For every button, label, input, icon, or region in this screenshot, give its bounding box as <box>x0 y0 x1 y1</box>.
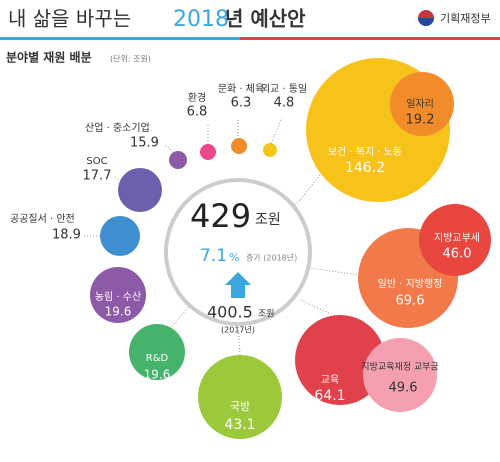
arrow <box>225 272 251 298</box>
growth: 7.1 <box>200 246 227 266</box>
bubble <box>198 355 282 439</box>
item-value: 18.9 <box>52 228 81 243</box>
previous-unit: 조원 <box>258 309 275 320</box>
item-value: 49.6 <box>389 381 418 396</box>
item-label: 공공질서 · 안전 <box>10 213 75 225</box>
item-value: 6.8 <box>187 105 208 120</box>
item-value: 46.0 <box>443 247 472 262</box>
item-label: 지방교육재정 교부금 <box>361 362 438 373</box>
item-label: 국방 <box>230 400 250 413</box>
bubble <box>200 144 216 160</box>
center-circle <box>164 178 312 326</box>
emblem <box>418 18 434 26</box>
item-value: 69.6 <box>396 294 425 309</box>
item-label: 일반 · 지방행정 <box>378 278 443 290</box>
item-label: 일자리 <box>406 98 434 110</box>
section-unit: (단위: 조원) <box>110 54 151 64</box>
bubble <box>100 216 140 256</box>
bubble <box>363 338 437 412</box>
item-label: 보건 · 복지 · 노동 <box>328 146 402 158</box>
bubble <box>169 151 187 169</box>
growth-note: 증가 (2018년) <box>246 253 297 263</box>
item-label: 환경 <box>188 91 206 104</box>
item-label: 산업 · 중소기업 <box>85 121 150 134</box>
item-label: 교육 <box>321 374 339 386</box>
item-value: 17.7 <box>83 169 112 184</box>
item-label: SOC <box>86 156 107 167</box>
item-value: 43.1 <box>224 417 255 433</box>
bubble <box>90 267 146 323</box>
total: 429 <box>190 197 251 235</box>
header-rule <box>240 37 500 40</box>
item-label: 외교 · 통일 <box>261 83 307 95</box>
section-title: 분야별 재원 배분 <box>6 50 92 65</box>
previous-year: (2017년) <box>221 325 255 335</box>
bubble <box>231 138 247 154</box>
title-year: 2018 <box>173 7 229 32</box>
item-label: 문화 · 체육 <box>218 83 264 95</box>
bubble <box>390 72 454 136</box>
item-value: 4.8 <box>274 96 295 111</box>
growth-unit: % <box>229 251 239 264</box>
item-value: 19.6 <box>144 368 171 382</box>
item-value: 146.2 <box>345 160 385 176</box>
header-rule <box>0 37 240 40</box>
title-suffix: 년 예산안 <box>225 7 306 31</box>
item-label: 지방교부세 <box>434 232 480 244</box>
item-value: 15.9 <box>130 136 159 151</box>
item-label: R&D <box>146 353 169 364</box>
bubble <box>129 324 185 380</box>
item-value: 19.6 <box>105 305 132 319</box>
item-label: 농림 · 수산 <box>95 291 141 303</box>
title-prefix: 내 삶을 바꾸는 <box>8 7 131 31</box>
item-value: 6.3 <box>231 96 252 111</box>
item-value: 64.1 <box>314 388 345 404</box>
bubble <box>419 204 491 276</box>
total-unit: 조원 <box>255 212 281 228</box>
previous: 400.5 <box>207 303 253 322</box>
item-value: 19.2 <box>406 113 435 128</box>
bubble <box>295 315 385 405</box>
bubble <box>118 168 162 212</box>
bubble <box>263 143 277 157</box>
ministry: 기획재정부 <box>440 12 491 25</box>
